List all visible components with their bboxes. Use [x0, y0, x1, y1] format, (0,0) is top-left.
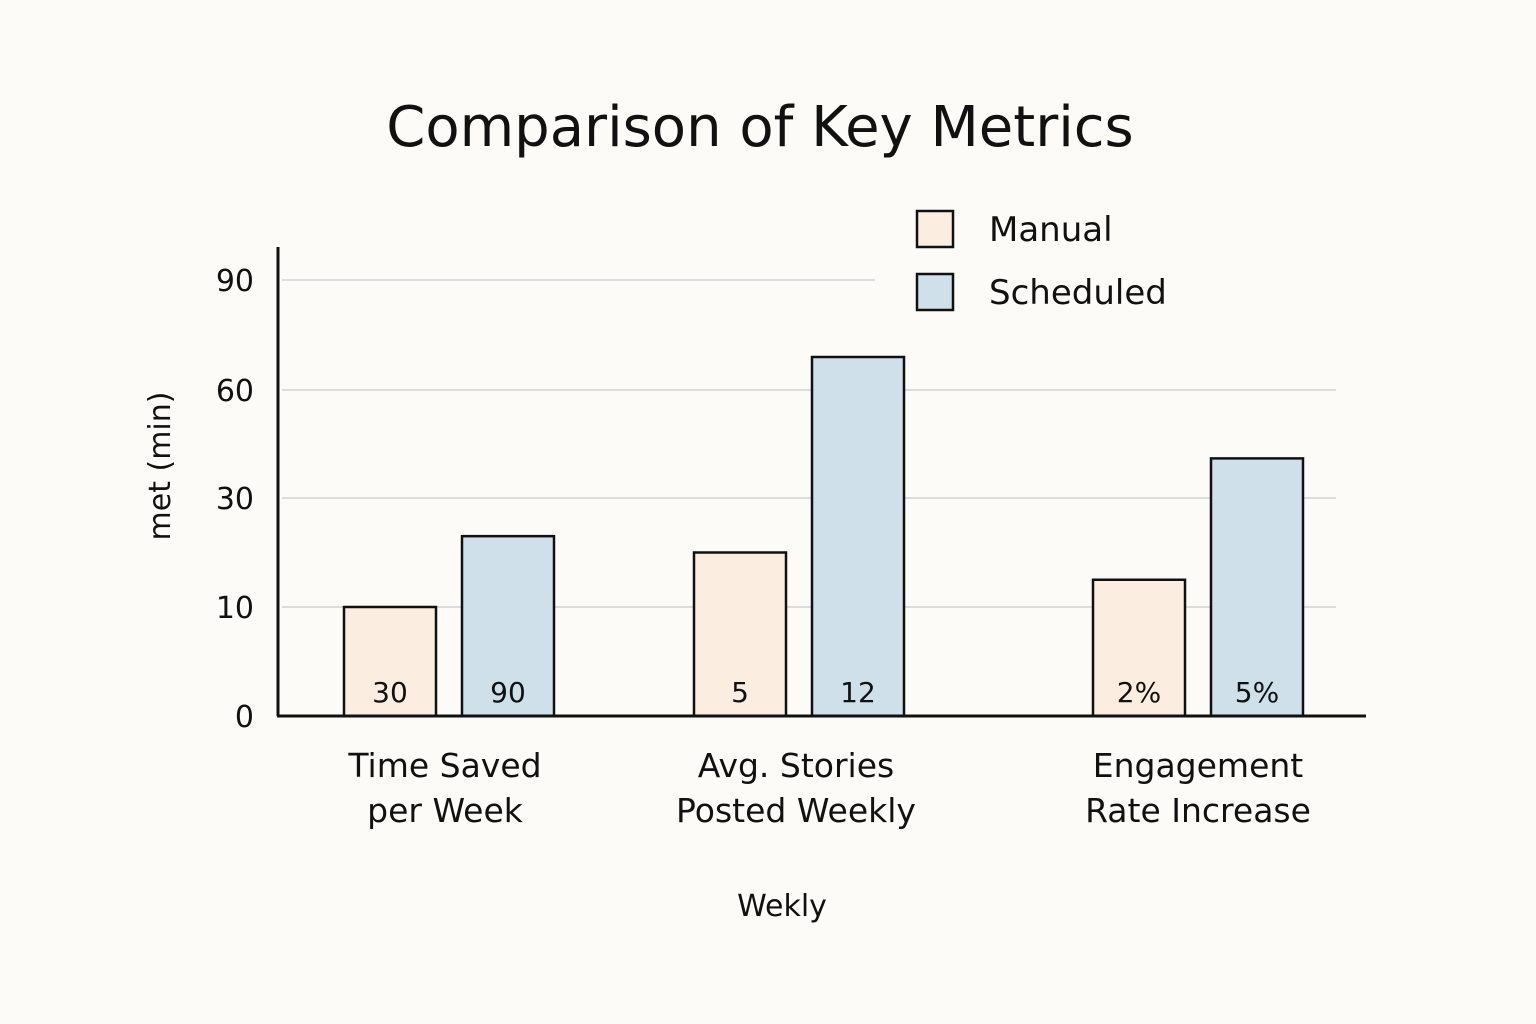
data-label: 2% [1117, 676, 1161, 709]
data-label: 5% [1235, 676, 1279, 709]
x-axis-label: Wekly [737, 889, 827, 924]
chart-title: Comparison of Key Metrics [386, 95, 1133, 160]
data-label: 90 [490, 676, 526, 709]
gridlines [282, 279, 1336, 608]
category-label: Posted Weekly [676, 791, 916, 830]
category-label: Engagement [1093, 746, 1304, 785]
y-tick-label: 10 [216, 591, 254, 626]
bar-manual-2 [692, 551, 788, 718]
y-tick-label: 0 [235, 700, 254, 735]
data-label: 5 [731, 676, 749, 709]
category-label: per Week [367, 791, 524, 830]
bars: 30 90 5 12 2% 5% [342, 355, 1305, 718]
y-tick-labels: 0 10 30 60 90 [216, 264, 254, 735]
legend: Manual Scheduled [915, 209, 1167, 313]
bar-scheduled-2 [810, 355, 906, 718]
category-label: Rate Increase [1085, 791, 1311, 830]
category-label: Avg. Stories [698, 746, 894, 785]
bar-manual-3 [1091, 578, 1187, 718]
legend-swatch-scheduled [915, 272, 955, 312]
y-axis-label: met (min) [143, 392, 178, 541]
category-label: Time Saved [347, 746, 541, 785]
axes [276, 247, 1366, 718]
legend-swatch-manual [915, 209, 955, 249]
data-label: 30 [372, 676, 408, 709]
data-label: 12 [840, 676, 876, 709]
legend-label: Manual [989, 210, 1113, 250]
legend-label: Scheduled [989, 273, 1167, 313]
y-tick-label: 60 [216, 374, 254, 409]
y-tick-label: 30 [216, 482, 254, 517]
category-labels: Time Saved per Week Avg. Stories Posted Wee… [347, 746, 1311, 830]
bar-manual-1 [342, 605, 438, 718]
y-tick-label: 90 [216, 264, 254, 299]
bar-scheduled-3 [1209, 457, 1305, 718]
